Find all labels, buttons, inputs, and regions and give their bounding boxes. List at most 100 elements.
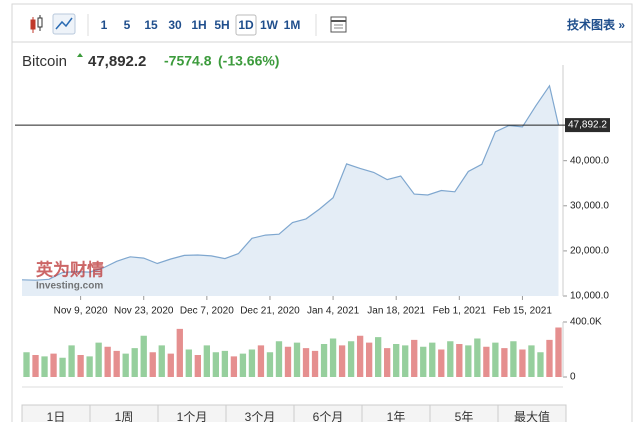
x-tick-label: Jan 4, 2021 [307, 306, 360, 317]
x-tick-label: Dec 21, 2020 [240, 306, 300, 317]
volume-bar [212, 352, 220, 377]
volume-bar [77, 355, 84, 377]
x-tick-label: Feb 1, 2021 [433, 306, 487, 317]
x-tick-label: Nov 9, 2020 [54, 306, 108, 317]
range-tab-label[interactable]: 3个月 [245, 410, 276, 422]
volume-bar [176, 328, 183, 377]
volume-bar [131, 348, 138, 377]
volume-bar [519, 349, 526, 377]
price: 47,892.2 [88, 53, 146, 70]
range-tab-label[interactable]: 最大值 [514, 409, 550, 422]
volume-bar [456, 344, 463, 377]
volume-bar [266, 352, 274, 377]
chart-title: Bitcoin [22, 53, 67, 70]
volume-bar [447, 341, 454, 377]
current-price-label: 47,892.2 [568, 120, 607, 131]
volume-bar [393, 344, 400, 377]
volume-bar [185, 349, 192, 377]
volume-bar [41, 356, 48, 377]
range-tab-label[interactable]: 1个月 [177, 410, 208, 422]
volume-bar [492, 342, 499, 377]
volume-bar [528, 345, 535, 377]
x-tick-label: Nov 23, 2020 [114, 306, 174, 317]
interval-button[interactable]: 1M [284, 18, 301, 32]
volume-bar [32, 355, 39, 377]
change-percent: (-13.66%) [218, 53, 279, 69]
volume-bar [356, 335, 364, 377]
volume-bar [347, 341, 355, 377]
volume-bar [68, 345, 75, 377]
volume-bar [230, 356, 238, 377]
technical-link[interactable]: 技术图表 » [567, 17, 625, 32]
volume-bar [402, 345, 409, 377]
volume-tick-label: 400.0K [570, 317, 602, 328]
volume-bar [302, 348, 310, 377]
x-tick-label: Dec 7, 2020 [180, 306, 234, 317]
volume-bar [194, 355, 201, 377]
area [22, 85, 559, 296]
range-tab-label[interactable]: 6个月 [313, 410, 344, 422]
volume-bar [275, 341, 283, 377]
volume-bar [257, 345, 265, 377]
x-tick-label: Jan 18, 2021 [367, 306, 425, 317]
volume-bar [320, 344, 328, 377]
volume-bar [465, 345, 472, 377]
range-tab-label[interactable]: 1年 [387, 410, 406, 422]
selected-box [235, 14, 257, 36]
volume-bar [311, 350, 319, 377]
x-tick-label: Feb 15, 2021 [493, 306, 552, 317]
volume-bar [140, 335, 147, 377]
interval-button[interactable]: 5 [124, 18, 131, 32]
volume-bar [411, 339, 418, 377]
volume-bar [284, 346, 292, 377]
volume-bar [23, 352, 30, 377]
volume-bar [537, 352, 544, 377]
range-tab-label[interactable]: 1周 [115, 410, 134, 422]
interval-button[interactable]: 1W [260, 18, 279, 32]
candle-icon[interactable] [30, 15, 43, 33]
volume-bar [420, 346, 427, 377]
volume-bar [375, 337, 382, 377]
volume-bar [221, 350, 229, 377]
volume-bar [113, 350, 120, 377]
up-arrow [77, 53, 83, 57]
line-icon[interactable] [52, 13, 76, 35]
volume-bar [338, 345, 346, 377]
volume-bar [104, 346, 111, 377]
interval-button[interactable]: 5H [214, 18, 229, 32]
range-tab[interactable] [497, 404, 567, 422]
y-tick-label: 10,000.0 [570, 291, 609, 302]
volume-bar [429, 342, 436, 377]
change: -7574.8 [164, 53, 212, 69]
volume-bar [293, 342, 301, 377]
volume-bar [384, 348, 391, 377]
interval-button[interactable]: 15 [144, 18, 158, 32]
interval-button[interactable]: 1 [101, 18, 108, 32]
y-tick-label: 20,000.0 [570, 246, 609, 257]
range-tab-label[interactable]: 5年 [455, 410, 474, 422]
interval-button[interactable]: 1D [238, 18, 254, 32]
volume-bar [329, 338, 337, 377]
volume-bar [510, 341, 517, 377]
current-price-box [565, 118, 610, 133]
volume-bar [239, 353, 247, 377]
volume-bar [555, 327, 562, 377]
volume-bar [365, 342, 373, 377]
volume-bar [546, 339, 553, 377]
volume-bar [59, 357, 66, 377]
volume-bar [203, 345, 210, 377]
interval-button[interactable]: 1H [191, 18, 206, 32]
y-tick-label: 30,000.0 [570, 200, 609, 211]
price-line [21, 84, 560, 281]
volume-bar [438, 349, 445, 377]
volume-bar [158, 345, 165, 377]
volume-bar [122, 353, 129, 377]
volume-bar [483, 346, 490, 377]
range-tab-label[interactable]: 1日 [47, 410, 66, 422]
calendar-icon[interactable] [330, 16, 347, 33]
volume-bar [50, 353, 57, 377]
interval-button[interactable]: 30 [168, 18, 182, 32]
volume-bar [95, 342, 102, 377]
